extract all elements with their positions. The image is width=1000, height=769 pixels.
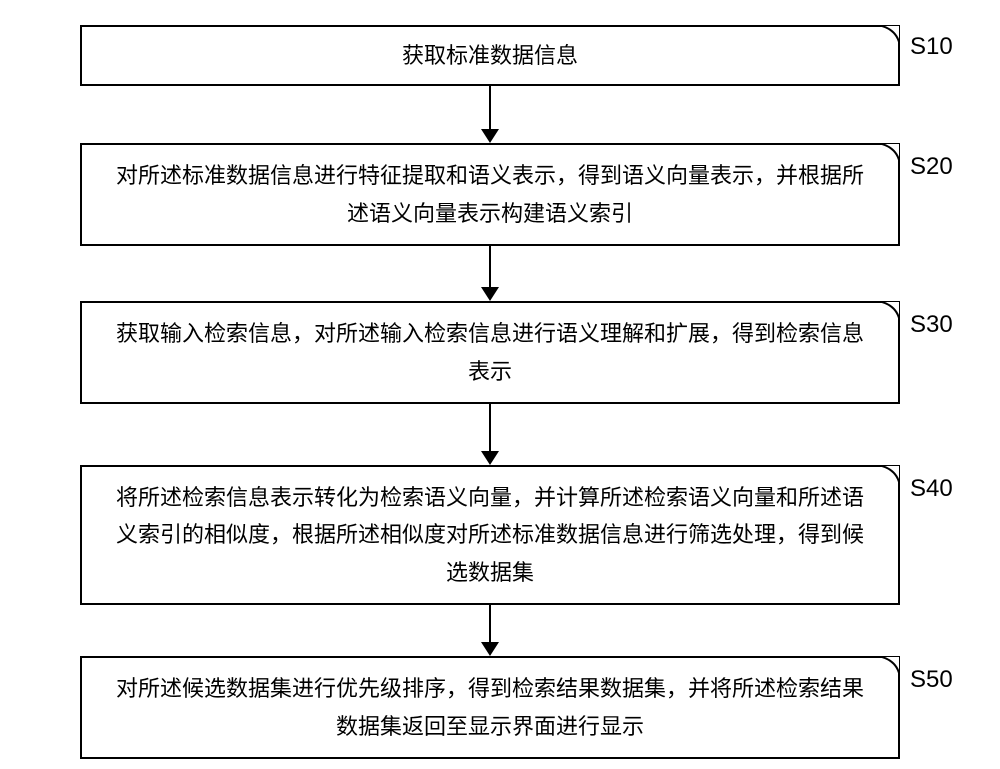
step-box: 对所述候选数据集进行优先级排序，得到检索结果数据集，并将所述检索结果数据集返回至… [80,656,900,759]
step-s50: 对所述候选数据集进行优先级排序，得到检索结果数据集，并将所述检索结果数据集返回至… [55,656,925,759]
arrow [481,86,499,143]
step-label: S40 [910,475,953,503]
arrow [481,246,499,301]
step-label: S10 [910,33,953,61]
arrow-head [481,287,499,301]
step-box: 获取输入检索信息，对所述输入检索信息进行语义理解和扩展，得到检索信息表示 [80,301,900,404]
step-box: 将所述检索信息表示转化为检索语义向量，并计算所述检索语义向量和所述语义索引的相似… [80,465,900,605]
step-s20: 对所述标准数据信息进行特征提取和语义表示，得到语义向量表示，并根据所述语义向量表… [55,143,925,301]
step-s40: 将所述检索信息表示转化为检索语义向量，并计算所述检索语义向量和所述语义索引的相似… [55,465,925,656]
step-text: 对所述候选数据集进行优先级排序，得到检索结果数据集，并将所述检索结果数据集返回至… [110,670,870,745]
step-text: 对所述标准数据信息进行特征提取和语义表示，得到语义向量表示，并根据所述语义向量表… [110,157,870,232]
arrow-line [489,86,491,130]
arrow-head [481,451,499,465]
step-text: 获取标准数据信息 [402,37,578,74]
flowchart-container: 获取标准数据信息 S10 对所述标准数据信息进行特征提取和语义表示，得到语义向量… [55,25,925,759]
arrow [481,404,499,465]
arrow-line [489,246,491,288]
step-s30: 获取输入检索信息，对所述输入检索信息进行语义理解和扩展，得到检索信息表示 S30 [55,301,925,465]
arrow-head [481,129,499,143]
box-notch [878,656,900,678]
arrow-head [481,642,499,656]
step-text: 将所述检索信息表示转化为检索语义向量，并计算所述检索语义向量和所述语义索引的相似… [110,479,870,591]
box-notch [878,465,900,487]
step-label: S30 [910,311,953,339]
arrow [481,605,499,656]
box-notch [878,143,900,165]
step-s10: 获取标准数据信息 S10 [55,25,925,143]
step-label: S20 [910,153,953,181]
arrow-line [489,605,491,643]
box-notch [878,25,900,47]
arrow-line [489,404,491,452]
step-box: 获取标准数据信息 [80,25,900,86]
box-notch [878,301,900,323]
step-label: S50 [910,666,953,694]
step-text: 获取输入检索信息，对所述输入检索信息进行语义理解和扩展，得到检索信息表示 [110,315,870,390]
step-box: 对所述标准数据信息进行特征提取和语义表示，得到语义向量表示，并根据所述语义向量表… [80,143,900,246]
